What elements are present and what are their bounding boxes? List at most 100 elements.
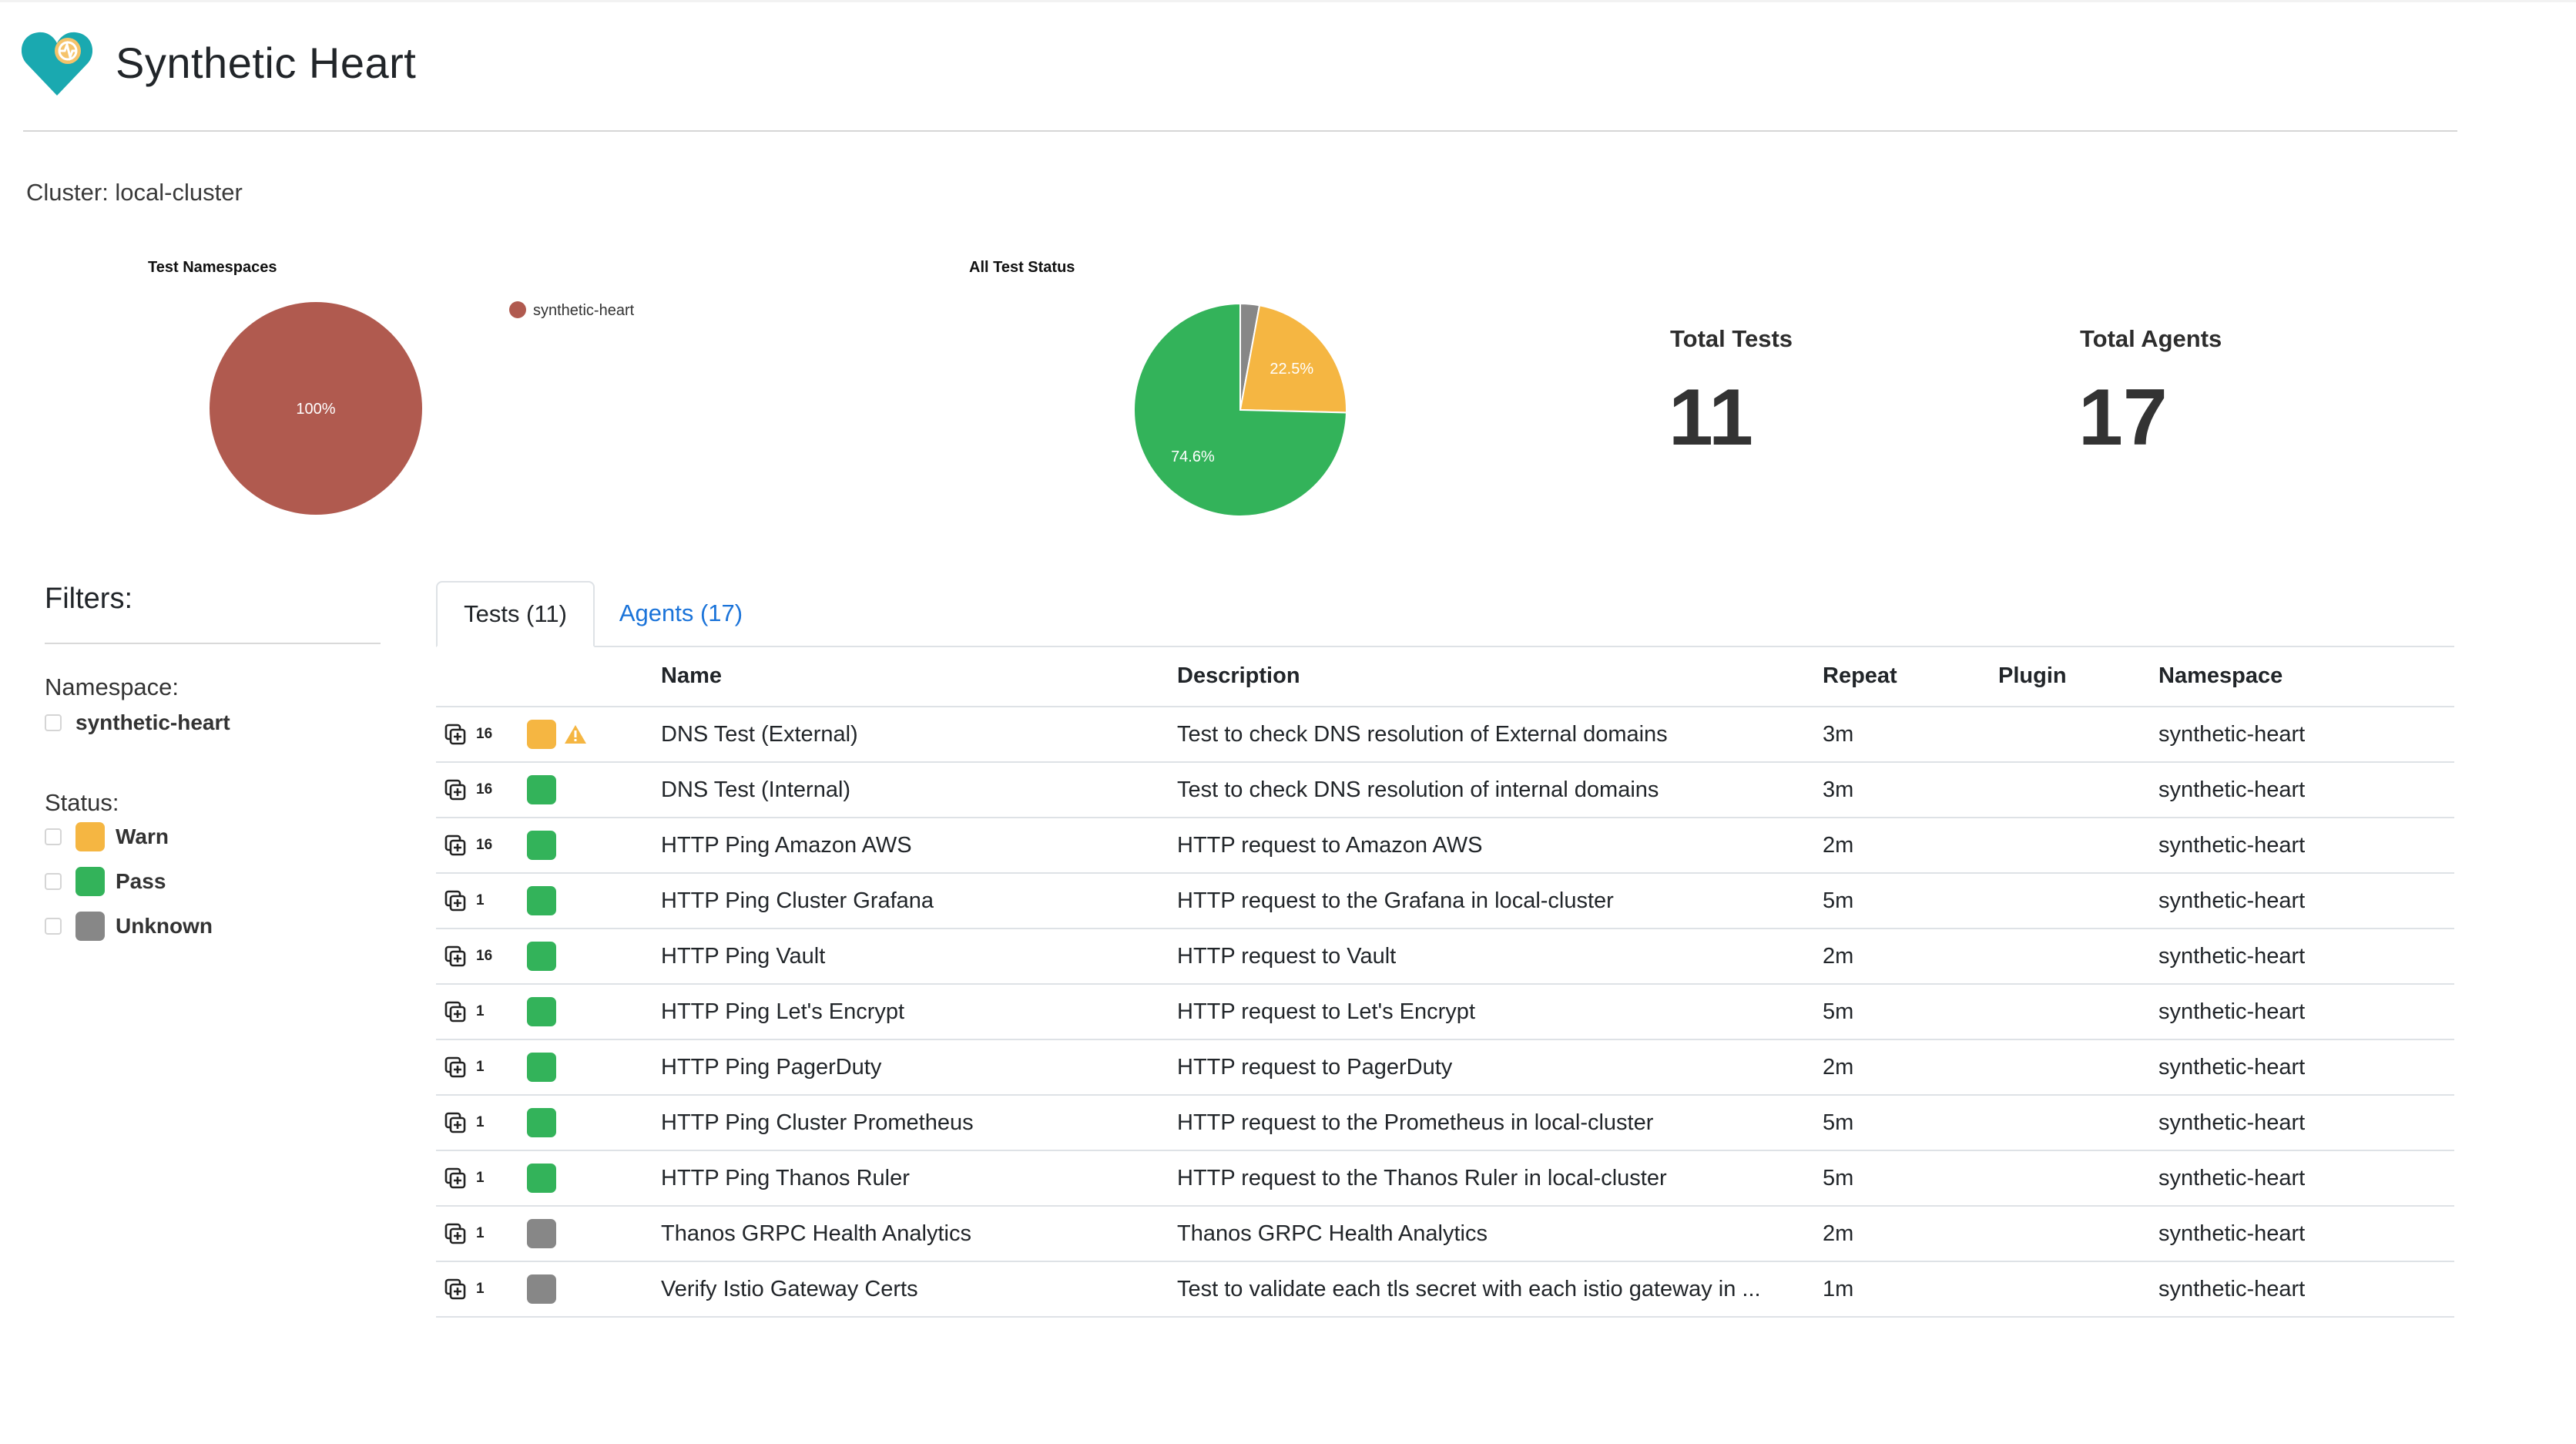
namespace-filter-label: Namespace: [45,673,179,700]
namespace-checkbox[interactable] [45,714,62,731]
test-namespace: synthetic-heart [2158,1206,2454,1262]
table-row[interactable]: 1 Verify Istio Gateway Certs Test to valid… [436,1261,2454,1318]
top-border [0,0,2576,2]
test-namespace: synthetic-heart [2158,818,2454,874]
copy-icon[interactable] [444,834,467,857]
status-filter-unknown[interactable]: Unknown [45,911,213,942]
pass-checkbox[interactable] [45,873,62,890]
copy-icon[interactable] [444,723,467,746]
status-chart-title: All Test Status [969,259,1075,276]
col-header-name[interactable]: Name [661,646,1177,707]
agent-count: 1 [476,892,485,908]
table-row[interactable]: 1 HTTP Ping Cluster Prometheus HTTP reques… [436,1095,2454,1151]
test-name[interactable]: DNS Test (External) [661,707,1177,763]
test-plugin [1998,873,2158,929]
copy-icon[interactable] [444,1167,467,1190]
warn-checkbox[interactable] [45,828,62,845]
row-status-cell [527,818,661,874]
test-name[interactable]: Verify Istio Gateway Certs [661,1261,1177,1318]
status-filter-pass[interactable]: Pass [45,866,166,897]
tab-tests[interactable]: Tests (11) [436,581,595,647]
pie-slice-warn[interactable] [1239,304,1347,414]
test-name[interactable]: HTTP Ping Amazon AWS [661,818,1177,874]
col-header-status [527,646,661,707]
test-plugin [1998,1095,2158,1151]
test-repeat: 1m [1823,1261,1998,1318]
test-name[interactable]: HTTP Ping Let's Encrypt [661,984,1177,1040]
test-plugin [1998,1150,2158,1207]
namespaces-chart-title: Test Namespaces [148,259,277,276]
test-repeat: 2m [1823,929,1998,985]
total-agents-label: Total Agents [2080,325,2222,352]
test-plugin [1998,929,2158,985]
namespaces-pie-chart: 100% [210,302,422,515]
test-plugin [1998,1206,2158,1262]
copy-icon[interactable] [444,1000,467,1023]
agent-count: 1 [476,1003,485,1019]
test-namespace: synthetic-heart [2158,707,2454,763]
row-index-cell: 1 [436,1039,527,1096]
test-namespace: synthetic-heart [2158,1039,2454,1096]
test-repeat: 3m [1823,762,1998,818]
legend-swatch [509,301,526,318]
row-index-cell: 16 [436,762,527,818]
filters-divider [45,643,381,644]
copy-icon[interactable] [444,1056,467,1079]
test-name[interactable]: HTTP Ping Thanos Ruler [661,1150,1177,1207]
status-indicator [527,775,556,804]
test-name[interactable]: HTTP Ping Vault [661,929,1177,985]
test-namespace: synthetic-heart [2158,984,2454,1040]
col-header-description[interactable]: Description [1177,646,1823,707]
test-plugin [1998,1261,2158,1318]
test-description: HTTP request to PagerDuty [1177,1039,1823,1096]
total-agents-value: 17 [2078,373,2168,462]
copy-icon[interactable] [444,1111,467,1134]
row-status-cell [527,762,661,818]
unknown-checkbox[interactable] [45,918,62,935]
tab-agents[interactable]: Agents (17) [619,599,743,626]
pass-label: Pass [116,869,166,893]
total-tests-label: Total Tests [1670,325,1793,352]
test-name[interactable]: HTTP Ping Cluster Grafana [661,873,1177,929]
copy-icon[interactable] [444,945,467,968]
row-index-cell: 1 [436,1206,527,1262]
table-row[interactable]: 1 HTTP Ping Thanos Ruler HTTP request to t… [436,1150,2454,1207]
row-status-cell [527,1150,661,1207]
pie-slice-pass[interactable] [1133,302,1347,517]
table-row[interactable]: 1 HTTP Ping PagerDuty HTTP request to Page… [436,1039,2454,1096]
table-row[interactable]: 16 DNS Test (Internal) Test to check DNS r… [436,762,2454,818]
test-name[interactable]: HTTP Ping PagerDuty [661,1039,1177,1096]
test-description: HTTP request to the Prometheus in local-… [1177,1095,1823,1151]
table-row[interactable]: 16 HTTP Ping Vault HTTP request to Vault 2m… [436,929,2454,985]
table-row[interactable]: 16 DNS Test (External) Test to check DNS r… [436,707,2454,763]
test-description: Test to validate each tls secret with ea… [1177,1261,1823,1318]
test-description: HTTP request to Vault [1177,929,1823,985]
unknown-swatch [75,912,105,941]
table-row[interactable]: 1 HTTP Ping Cluster Grafana HTTP request t… [436,873,2454,929]
status-filter-label: Status: [45,789,119,816]
test-name[interactable]: HTTP Ping Cluster Prometheus [661,1095,1177,1151]
test-name[interactable]: Thanos GRPC Health Analytics [661,1206,1177,1262]
warning-icon [565,725,586,744]
copy-icon[interactable] [444,1278,467,1301]
pie-value-label: 22.5% [1270,361,1313,378]
table-row[interactable]: 1 Thanos GRPC Health Analytics Thanos GRPC… [436,1206,2454,1262]
status-filter-warn[interactable]: Warn [45,821,169,852]
pie-slice-synthetic-heart[interactable] [210,302,422,515]
test-description: Thanos GRPC Health Analytics [1177,1206,1823,1262]
table-row[interactable]: 1 HTTP Ping Let's Encrypt HTTP request to … [436,984,2454,1040]
agent-count: 1 [476,1170,485,1186]
table-row[interactable]: 16 HTTP Ping Amazon AWS HTTP request to Am… [436,818,2454,874]
filters-title: Filters: [45,583,132,615]
copy-icon[interactable] [444,889,467,912]
col-header-namespace[interactable]: Namespace [2158,646,2454,707]
test-repeat: 2m [1823,818,1998,874]
test-name[interactable]: DNS Test (Internal) [661,762,1177,818]
col-header-repeat[interactable]: Repeat [1823,646,1998,707]
status-pie-chart: 22.5% 74.6% [1133,302,1347,517]
copy-icon[interactable] [444,1222,467,1245]
col-header-plugin[interactable]: Plugin [1998,646,2158,707]
namespace-filter-option[interactable]: synthetic-heart [45,707,230,738]
copy-icon[interactable] [444,778,467,801]
agent-count: 1 [476,1059,485,1075]
